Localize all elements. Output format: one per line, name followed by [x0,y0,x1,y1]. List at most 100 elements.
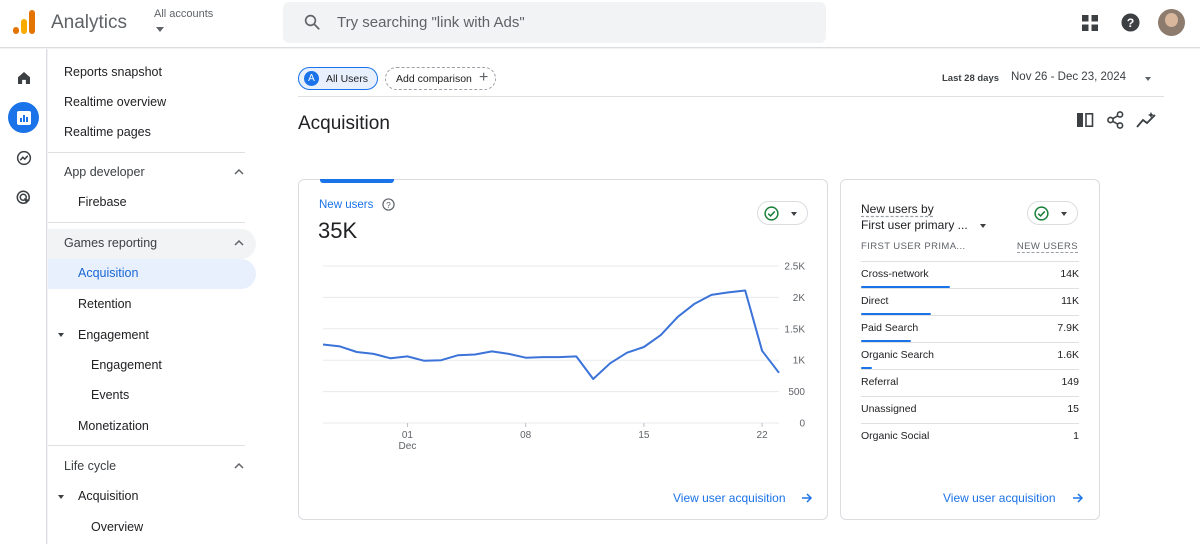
data-point[interactable] [471,351,479,359]
reports-sidebar: Reports snapshot Realtime overview Realt… [48,49,272,544]
help-outline-icon[interactable]: ? [382,198,395,211]
chevron-up-icon[interactable] [234,462,244,469]
data-point[interactable] [674,313,682,321]
data-point[interactable] [319,341,327,349]
explore-icon[interactable] [8,142,39,173]
customize-report-icon[interactable] [1076,112,1094,128]
card-options-chip[interactable] [1027,201,1078,225]
advertising-icon[interactable] [8,182,39,213]
chevron-up-icon[interactable] [234,168,244,175]
data-point[interactable] [589,375,597,383]
data-point[interactable] [775,369,783,377]
data-point[interactable] [403,352,411,360]
account-selector-label[interactable]: All accounts [154,8,214,20]
data-point[interactable] [691,300,699,308]
expand-caret-icon[interactable] [58,495,64,499]
table-row[interactable]: Paid Search 7.9K [861,315,1079,342]
data-point[interactable] [420,357,428,365]
metric-name[interactable]: New users [319,199,374,211]
app-title[interactable]: Analytics [51,12,128,33]
check-circle-icon [764,206,779,221]
x-tick-label: 08 [520,430,532,441]
page-title: Acquisition [298,113,390,134]
nav-realtime-overview[interactable]: Realtime overview [64,95,167,109]
data-point[interactable] [707,291,715,299]
apps-grid-icon[interactable] [1082,15,1098,31]
nav-acquisition[interactable]: Acquisition [78,266,139,280]
date-range-dropdown-icon[interactable] [1145,77,1151,81]
date-range-value[interactable]: Nov 26 - Dec 23, 2024 [1011,71,1127,83]
nav-monetization[interactable]: Monetization [78,419,149,433]
section-app-developer[interactable]: App developer [64,165,145,179]
analytics-logo-icon[interactable] [13,10,35,34]
arrow-forward-icon[interactable] [801,492,813,504]
data-point[interactable] [488,347,496,355]
nav-lifecycle-acquisition[interactable]: Acquisition [78,489,139,503]
data-point[interactable] [606,359,614,367]
date-range-label[interactable]: Last 28 days [942,73,1000,84]
data-point[interactable] [454,351,462,359]
expand-caret-icon[interactable] [58,333,64,337]
data-point[interactable] [555,353,563,361]
search-icon [304,14,320,30]
nav-overview[interactable]: Overview [91,520,144,534]
dimension-selector[interactable]: First user primary ... [861,218,968,232]
share-bar [861,367,872,369]
search-bar[interactable]: Try searching "link with Ads" [283,2,826,43]
data-point[interactable] [336,342,344,350]
nav-events[interactable]: Events [91,388,130,402]
column-header-dimension: FIRST USER PRIMA... [861,241,966,252]
home-icon[interactable] [8,62,39,93]
table-row[interactable]: Referral 149 [861,369,1079,396]
column-header-metric[interactable]: NEW USERS [1016,241,1078,253]
data-point[interactable] [505,350,513,358]
dimension-dropdown-icon[interactable] [980,224,986,228]
data-point[interactable] [758,347,766,355]
data-point[interactable] [572,352,580,360]
view-user-acquisition-link[interactable]: View user acquisition [673,491,786,505]
nav-retention[interactable]: Retention [78,297,132,311]
data-point[interactable] [353,348,361,356]
table-row[interactable]: Organic Social 1 [861,423,1079,450]
data-point[interactable] [387,354,395,362]
series-line[interactable] [322,289,780,380]
data-point[interactable] [539,353,547,361]
channel-value: 149 [1061,376,1079,388]
nav-engagement-group[interactable]: Engagement [78,328,149,342]
data-point[interactable] [724,288,732,296]
add-comparison-button[interactable]: Add comparison + [385,67,496,90]
table-row[interactable]: Unassigned 15 [861,396,1079,423]
data-point[interactable] [370,350,378,358]
nav-reports-snapshot[interactable]: Reports snapshot [64,65,162,79]
reports-icon[interactable] [8,102,39,133]
section-games-reporting[interactable]: Games reporting [64,236,158,250]
help-icon[interactable]: ? [1121,13,1140,32]
data-point[interactable] [741,286,749,294]
data-point[interactable] [640,343,648,351]
chevron-up-icon[interactable] [234,239,244,246]
nav-realtime-pages[interactable]: Realtime pages [64,125,151,139]
nav-firebase[interactable]: Firebase [78,195,127,209]
share-icon[interactable] [1107,111,1124,129]
view-user-acquisition-link[interactable]: View user acquisition [943,491,1056,505]
audience-chip[interactable]: A All Users [298,67,378,90]
channel-name: Referral [861,376,899,388]
card-options-chip[interactable] [757,201,808,225]
section-life-cycle[interactable]: Life cycle [64,459,117,473]
table-row[interactable]: Cross-network 14K [861,261,1079,288]
data-point[interactable] [657,331,665,339]
data-point[interactable] [522,354,530,362]
nav-engagement[interactable]: Engagement [91,358,162,372]
card-title[interactable]: New users by [861,202,934,216]
account-dropdown-icon[interactable] [156,27,164,32]
data-point[interactable] [437,356,445,364]
nav-acquisition-active[interactable] [48,259,256,289]
table-row[interactable]: Organic Search 1.6K [861,342,1079,369]
share-bar [861,340,912,342]
add-comparison-label: Add comparison [396,73,472,85]
data-point[interactable] [623,349,631,357]
arrow-forward-icon[interactable] [1072,492,1084,504]
insights-icon[interactable] [1136,111,1157,129]
table-row[interactable]: Direct 11K [861,288,1079,315]
account-avatar[interactable] [1158,9,1185,36]
